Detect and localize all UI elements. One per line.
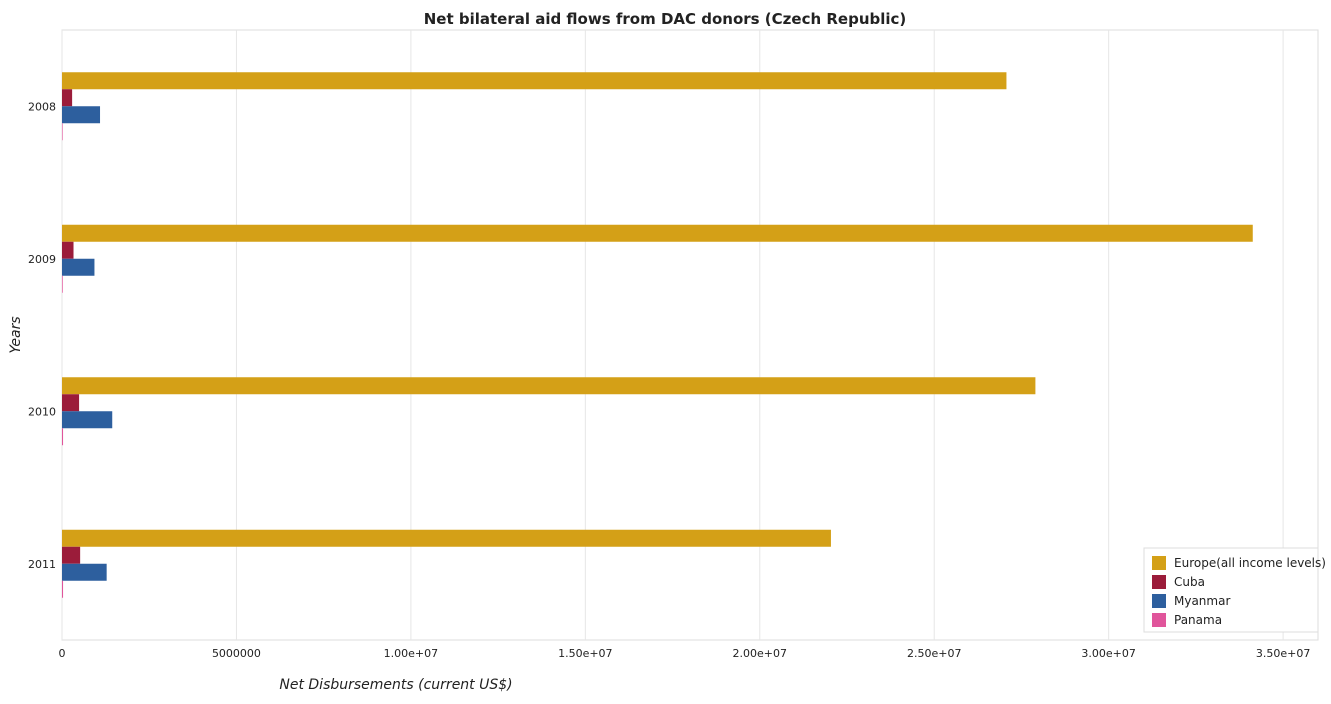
legend-label: Panama bbox=[1174, 613, 1222, 627]
y-tick-label: 2010 bbox=[28, 405, 56, 418]
bar-europe-all-income-levels-2009 bbox=[62, 224, 1253, 242]
bar-panama-2011 bbox=[62, 580, 64, 598]
x-tick-label: 3.50e+07 bbox=[1256, 647, 1310, 660]
bar-europe-all-income-levels-2011 bbox=[62, 529, 831, 547]
y-axis-label: Years bbox=[8, 316, 24, 353]
plot-area bbox=[61, 29, 1319, 641]
chart-title: Net bilateral aid flows from DAC donors … bbox=[424, 10, 907, 28]
bar-myanmar-2008 bbox=[62, 106, 101, 124]
bar-panama-2009 bbox=[62, 275, 63, 293]
bar-myanmar-2010 bbox=[62, 411, 113, 429]
x-tick-label: 5000000 bbox=[212, 647, 261, 660]
bar-cuba-2010 bbox=[62, 394, 80, 412]
bar-europe-all-income-levels-2008 bbox=[62, 72, 1007, 90]
x-tick-label: 2.50e+07 bbox=[907, 647, 961, 660]
legend-label: Myanmar bbox=[1174, 594, 1230, 608]
x-tick-label: 0 bbox=[59, 647, 66, 660]
legend-swatch bbox=[1152, 594, 1166, 608]
x-tick-label: 3.00e+07 bbox=[1081, 647, 1135, 660]
bar-cuba-2008 bbox=[62, 89, 73, 107]
bar-panama-2008 bbox=[62, 123, 63, 141]
y-tick-label: 2008 bbox=[28, 100, 56, 113]
legend-swatch bbox=[1152, 575, 1166, 589]
gridlines bbox=[61, 30, 1284, 640]
y-tick-label: 2009 bbox=[28, 253, 56, 266]
x-tick-label: 1.00e+07 bbox=[384, 647, 438, 660]
axis-ticks: 0 5000000 1.00e+07 1.50e+07 2.00e+07 2.50e+07… bbox=[28, 100, 1310, 660]
legend: Europe(all income levels) Cuba Myanmar Pana… bbox=[1143, 547, 1326, 633]
bar-myanmar-2011 bbox=[62, 563, 107, 581]
x-tick-label: 1.50e+07 bbox=[558, 647, 612, 660]
x-tick-label: 2.00e+07 bbox=[733, 647, 787, 660]
bar-panama-2010 bbox=[62, 428, 64, 446]
bar-cuba-2011 bbox=[62, 546, 81, 564]
legend-label: Europe(all income levels) bbox=[1174, 556, 1326, 570]
bar-europe-all-income-levels-2010 bbox=[62, 377, 1036, 395]
legend-swatch bbox=[1152, 613, 1166, 627]
x-axis-label: Net Disbursements (current US$) bbox=[279, 677, 512, 693]
legend-label: Cuba bbox=[1174, 575, 1205, 589]
bars bbox=[62, 72, 1253, 598]
legend-box bbox=[1143, 547, 1319, 633]
y-tick-label: 2011 bbox=[28, 558, 56, 571]
bar-myanmar-2009 bbox=[62, 258, 95, 276]
legend-swatch bbox=[1152, 556, 1166, 570]
bar-cuba-2009 bbox=[62, 241, 74, 259]
